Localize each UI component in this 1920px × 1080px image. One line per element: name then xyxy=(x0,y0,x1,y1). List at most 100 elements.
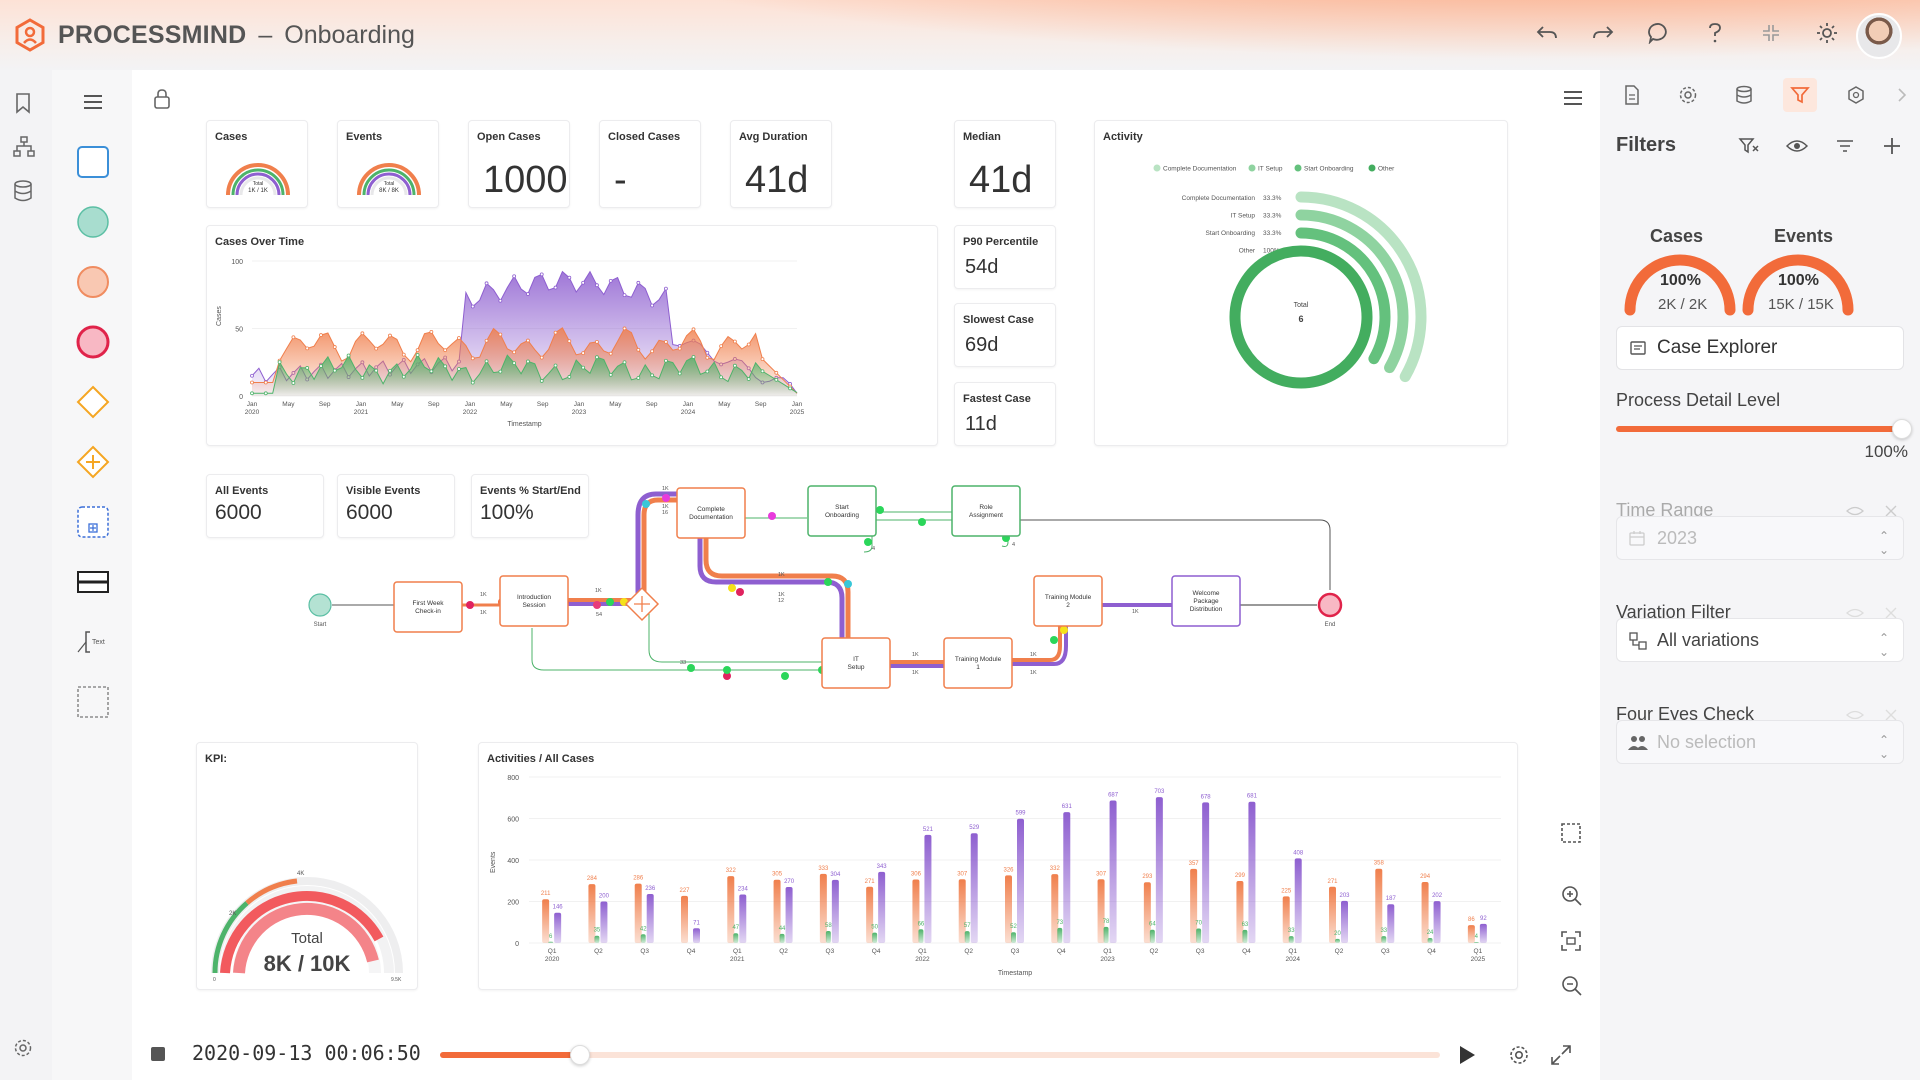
rect-shape-tool[interactable] xyxy=(73,142,113,182)
subprocess-tool[interactable] xyxy=(73,502,113,542)
edge-label: 12 xyxy=(778,598,784,604)
bar-x-tick: Q1 xyxy=(548,948,557,955)
settings-icon[interactable] xyxy=(13,1038,35,1060)
parallel-gateway-tool[interactable] xyxy=(73,442,113,482)
clear-filters-icon[interactable] xyxy=(1738,136,1760,156)
bar-series-1 xyxy=(1109,800,1117,943)
visible-events-card[interactable]: Visible Events 6000 xyxy=(337,474,455,538)
cot-green-point xyxy=(719,375,724,380)
time-range-visibility-icon[interactable] xyxy=(1846,504,1864,518)
bar-series-2 xyxy=(1057,927,1063,943)
four-eyes-remove-icon[interactable] xyxy=(1884,708,1898,722)
all-events-card[interactable]: All Events 6000 xyxy=(206,474,324,538)
activity-legend-dot xyxy=(1248,164,1256,172)
variation-filter-select[interactable]: All variations ⌃ ⌄ xyxy=(1616,618,1904,662)
collapse-icon[interactable] xyxy=(1758,20,1784,46)
avg-duration-card[interactable]: Avg Duration 41d xyxy=(730,120,832,208)
bar-series-0 xyxy=(866,886,874,943)
group-tool[interactable] xyxy=(73,682,113,722)
variation-visibility-icon[interactable] xyxy=(1846,606,1864,620)
process-map[interactable]: 1K1K1K541K1K161K1K121K1K1K1K1K3344StartF… xyxy=(232,480,1652,800)
filter-tab[interactable] xyxy=(1783,78,1817,112)
diamond-tool[interactable] xyxy=(73,382,113,422)
detail-level-handle[interactable] xyxy=(1892,419,1912,439)
add-filter-icon[interactable] xyxy=(1882,136,1902,156)
events-pct-card[interactable]: Events % Start/End 100% xyxy=(471,474,589,538)
kpi-gauge-card[interactable]: KPI: 4K 2K 0 9.5K Total 8K / 10K xyxy=(196,742,418,990)
orange-circle-tool[interactable] xyxy=(73,262,113,302)
filter-cases-pct: 100% xyxy=(1660,272,1701,289)
select-area-icon[interactable] xyxy=(1560,822,1582,844)
svg-text:2K: 2K xyxy=(229,911,236,917)
closed-cases-card[interactable]: Closed Cases - xyxy=(599,120,701,208)
menu-icon[interactable] xyxy=(73,82,113,122)
theme-sun-icon[interactable] xyxy=(1814,20,1840,46)
canvas-menu-icon[interactable] xyxy=(1562,90,1584,106)
activity-total-value: 6 xyxy=(1298,314,1303,324)
chevron-right-icon[interactable] xyxy=(1892,85,1912,105)
chat-icon[interactable] xyxy=(1646,20,1672,46)
annotation-tool[interactable]: Text xyxy=(73,622,113,662)
detail-level-slider[interactable] xyxy=(1616,419,1912,439)
filter-tab-icon xyxy=(1790,87,1810,104)
four-eyes-visibility-icon[interactable] xyxy=(1846,708,1864,722)
cot-green-point xyxy=(319,364,323,368)
hierarchy-icon[interactable] xyxy=(13,136,35,158)
fit-view-icon[interactable] xyxy=(1560,930,1582,952)
bar-x-tick: Q2 xyxy=(1150,948,1159,955)
playback-settings-icon[interactable] xyxy=(1508,1044,1530,1066)
bar-series-0 xyxy=(819,873,827,943)
bar-data-label: 286 xyxy=(633,876,644,882)
lane-tool[interactable] xyxy=(73,562,113,602)
undo-icon[interactable] xyxy=(1534,20,1560,46)
redo-icon[interactable] xyxy=(1590,20,1616,46)
playback-handle[interactable] xyxy=(570,1045,590,1065)
case-explorer-button[interactable]: Case Explorer xyxy=(1616,326,1904,370)
p90-card[interactable]: P90 Percentile 54d xyxy=(954,225,1056,289)
median-card[interactable]: Median 41d xyxy=(954,120,1056,208)
edge-start-loop xyxy=(863,528,873,553)
activities-chart-card[interactable]: Activities / All Cases 800 600 400 200 0 Even… xyxy=(478,742,1518,990)
sort-icon[interactable] xyxy=(1834,136,1856,156)
slowest-card[interactable]: Slowest Case 69d xyxy=(954,303,1056,367)
user-avatar[interactable] xyxy=(1856,13,1902,59)
dashboard-canvas[interactable]: Cases Total 1K / 1K Events Total 8K / 8K… xyxy=(132,70,1600,1080)
open-cases-label: Open Cases xyxy=(477,131,541,143)
play-icon[interactable] xyxy=(1458,1045,1476,1065)
expand-icon[interactable] xyxy=(1550,1044,1572,1066)
bookmark-icon[interactable] xyxy=(13,92,35,114)
database-icon[interactable] xyxy=(13,180,35,202)
cot-x-tick-year: 2025 xyxy=(790,409,805,416)
zoom-out-icon[interactable] xyxy=(1560,974,1584,998)
settings-tab-icon[interactable] xyxy=(1678,85,1698,105)
time-range-remove-icon[interactable] xyxy=(1884,504,1898,518)
stop-icon[interactable] xyxy=(150,1046,166,1062)
four-eyes-select[interactable]: No selection ⌃ ⌄ xyxy=(1616,720,1904,764)
help-icon[interactable] xyxy=(1702,20,1728,46)
fastest-card[interactable]: Fastest Case 11d xyxy=(954,382,1056,446)
bar-series-0 xyxy=(1375,868,1383,943)
events-card[interactable]: Events Total 8K / 8K xyxy=(337,120,439,208)
ai-tab-icon[interactable] xyxy=(1846,85,1866,105)
node-it-setup-label: IT xyxy=(853,656,859,663)
svg-text:Text: Text xyxy=(92,639,105,646)
open-cases-card[interactable]: Open Cases 1000 xyxy=(468,120,570,208)
zoom-in-icon[interactable] xyxy=(1560,884,1584,908)
time-range-select[interactable]: 2023 ⌃ ⌄ xyxy=(1616,516,1904,560)
bar-data-label: 225 xyxy=(1281,888,1292,894)
visibility-icon[interactable] xyxy=(1786,136,1808,156)
cases-over-time-card[interactable]: Cases Over Time 100 50 0 Cases Jan 2020 May Sep… xyxy=(206,225,938,446)
data-tab-icon[interactable] xyxy=(1734,85,1754,105)
variation-remove-icon[interactable] xyxy=(1884,606,1898,620)
lock-icon[interactable] xyxy=(152,88,172,110)
activity-card[interactable]: Activity Complete Documentation IT Setup S… xyxy=(1094,120,1508,446)
activity-ring xyxy=(1295,191,1427,383)
document-tab-icon[interactable] xyxy=(1622,85,1642,105)
playback-track[interactable] xyxy=(440,1045,1440,1065)
end-circle-tool[interactable] xyxy=(73,322,113,362)
cot-orange-point xyxy=(719,344,724,349)
bar-data-label: 35 xyxy=(594,928,601,934)
circle-shape-tool[interactable] xyxy=(73,202,113,242)
cot-orange-point xyxy=(263,380,268,385)
cases-card[interactable]: Cases Total 1K / 1K xyxy=(206,120,308,208)
